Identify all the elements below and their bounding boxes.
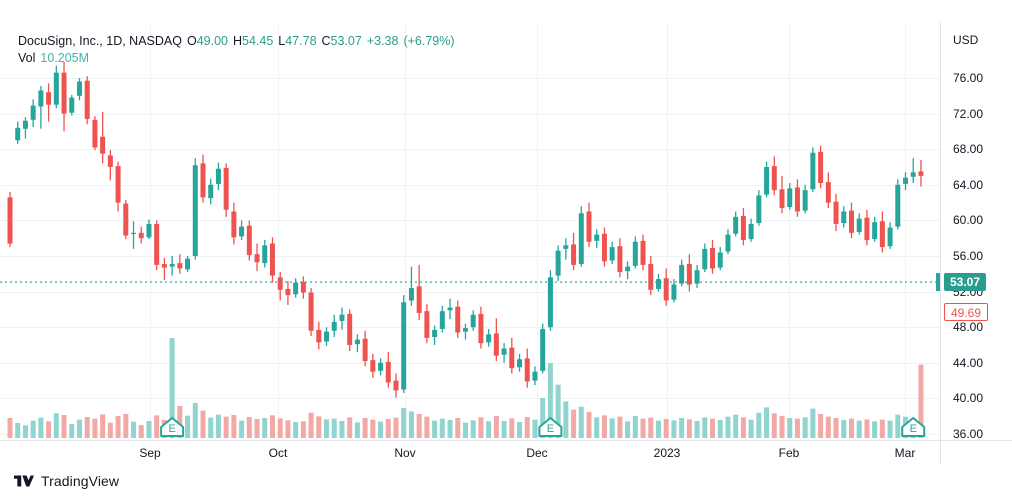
price-axis[interactable]: USD 76.00 72.00 68.00 64.00 60.00 56.00 52.00 4… [940,22,1012,441]
time-axis-tick: Nov [394,446,416,460]
price-axis-tick: 60.00 [953,213,984,228]
price-axis-tick: 48.00 [953,320,984,335]
chart-footer: TradingView [0,464,1012,498]
time-axis[interactable]: Sep Oct Nov Dec 2023 Feb Mar [0,440,1012,465]
earnings-marker[interactable]: E [538,417,563,437]
price-axis-currency: USD [953,33,979,47]
price-axis-tick: 76.00 [953,71,984,85]
last-price-badge[interactable]: 53.07 [944,273,987,292]
price-axis-tick: 72.00 [953,106,984,121]
price-axis-tick: 40.00 [953,391,984,406]
tradingview-mark-icon [14,475,34,487]
chart-gridlines [0,22,940,440]
candlestick-and-volume-series [7,61,924,438]
time-axis-tick: 2023 [653,446,681,460]
earnings-marker[interactable]: E [901,417,926,437]
svg-text:E: E [168,423,175,435]
time-axis-separator [940,441,941,465]
time-axis-tick: Sep [139,446,161,460]
time-axis-tick: Feb [778,446,800,460]
time-axis-tick: Mar [894,446,916,460]
price-axis-tick: 36.00 [953,427,984,441]
price-axis-tick: 64.00 [953,177,984,192]
price-axis-tick: 44.00 [953,355,984,370]
time-axis-tick: Oct [268,446,288,460]
earnings-marker[interactable]: E [160,417,185,437]
tradingview-logo[interactable]: TradingView [14,473,119,489]
price-axis-tick: 68.00 [953,142,984,157]
svg-text:E: E [910,423,917,435]
previous-close-badge[interactable]: 49.69 [944,303,989,322]
time-axis-tick: Dec [526,446,548,460]
tradingview-wordmark: TradingView [41,473,120,489]
svg-text:E: E [547,423,554,435]
price-axis-tick: 56.00 [953,249,984,263]
